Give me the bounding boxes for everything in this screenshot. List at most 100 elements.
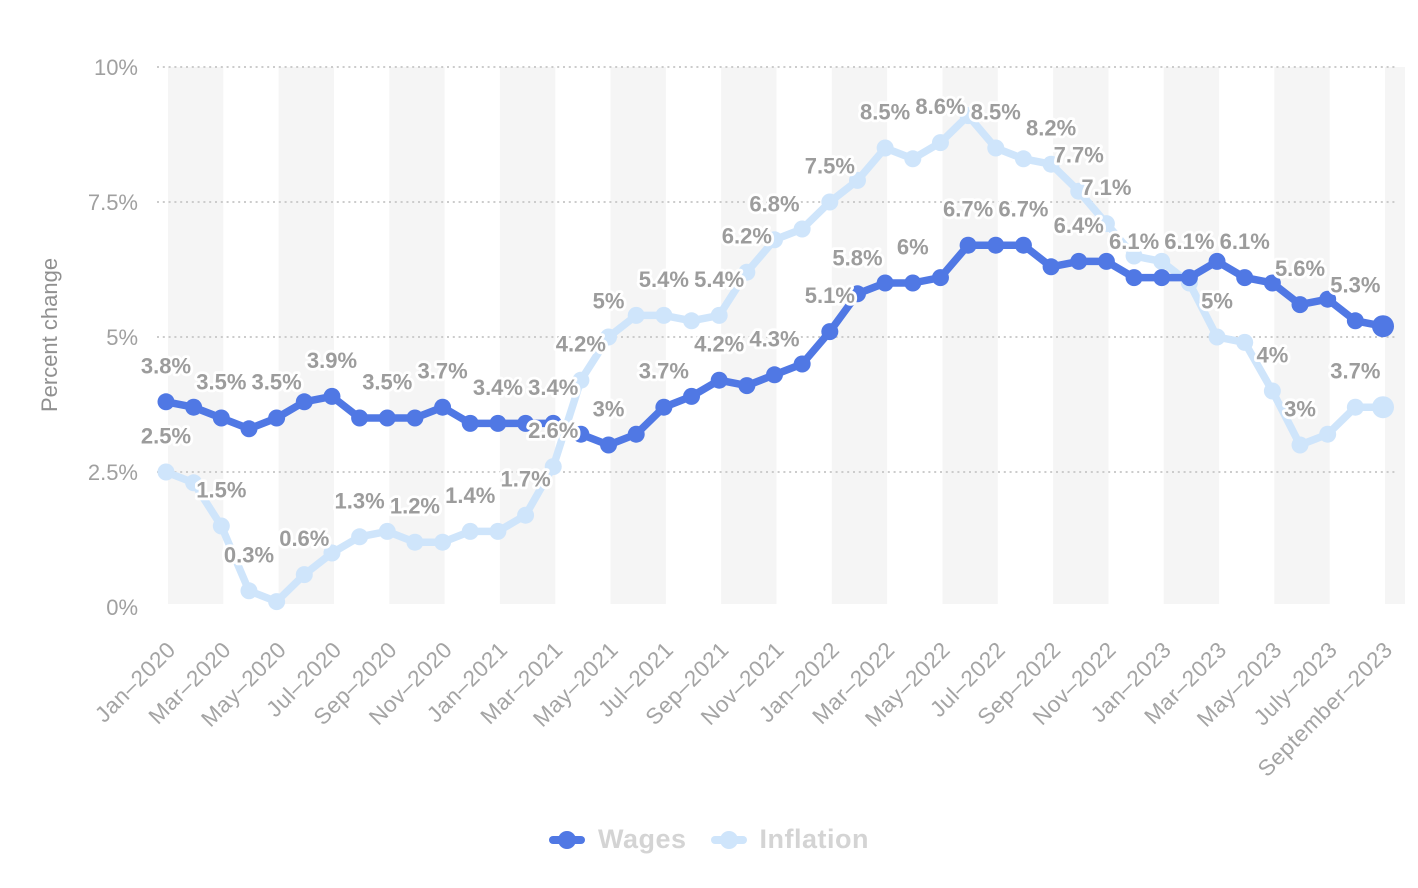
wages-data-point[interactable] <box>821 323 839 341</box>
inflation-data-point[interactable] <box>517 506 535 524</box>
inflation-data-point[interactable] <box>268 593 286 611</box>
inflation-data-point[interactable] <box>240 582 258 600</box>
inflation-data-point[interactable] <box>406 533 424 551</box>
wages-data-point[interactable] <box>1125 269 1143 287</box>
wages-data-point[interactable] <box>1180 269 1198 287</box>
inflation-data-point[interactable] <box>572 371 590 389</box>
inflation-data-point[interactable] <box>1042 155 1060 173</box>
wages-data-point[interactable] <box>185 398 203 416</box>
inflation-data-label: 5% <box>1201 289 1233 314</box>
inflation-data-point[interactable] <box>212 517 230 535</box>
wages-data-point[interactable] <box>268 409 286 427</box>
wages-data-point[interactable] <box>959 236 977 254</box>
inflation-data-point[interactable] <box>1319 425 1337 443</box>
y-axis-title: Percent change <box>37 258 62 412</box>
wages-data-point[interactable] <box>295 393 313 411</box>
inflation-data-point[interactable] <box>351 528 369 546</box>
inflation-data-point[interactable] <box>544 458 562 476</box>
wages-data-point[interactable] <box>766 366 783 384</box>
wages-data-point[interactable] <box>406 409 424 427</box>
wages-data-point[interactable] <box>1097 252 1115 270</box>
inflation-data-point[interactable] <box>1208 328 1226 346</box>
inflation-data-point[interactable] <box>157 463 175 481</box>
wages-data-point[interactable] <box>1153 269 1171 287</box>
inflation-data-point[interactable] <box>766 231 783 249</box>
inflation-data-point[interactable] <box>434 533 452 551</box>
wages-data-point[interactable] <box>1070 252 1088 270</box>
wages-data-point[interactable] <box>489 414 507 432</box>
inflation-data-point[interactable] <box>848 171 866 189</box>
inflation-data-point[interactable] <box>959 107 977 125</box>
wages-data-point[interactable] <box>461 414 479 432</box>
inflation-data-point[interactable] <box>489 522 507 540</box>
wages-data-point[interactable] <box>1014 236 1032 254</box>
wages-data-point[interactable] <box>1208 252 1226 270</box>
inflation-data-point[interactable] <box>1263 382 1281 400</box>
inflation-data-point[interactable] <box>1346 398 1364 416</box>
inflation-data-point[interactable] <box>627 306 645 324</box>
inflation-data-label: 4.2% <box>556 332 606 357</box>
wages-data-point[interactable] <box>351 409 369 427</box>
wages-data-point[interactable] <box>212 409 230 427</box>
inflation-data-point[interactable] <box>1014 150 1032 168</box>
legend-item-wages[interactable]: Wages <box>548 824 687 855</box>
wages-data-label: 6% <box>897 235 929 260</box>
inflation-data-point[interactable] <box>185 474 203 492</box>
inflation-data-point[interactable] <box>931 134 949 152</box>
inflation-data-point[interactable] <box>987 139 1005 157</box>
inflation-data-label: 1.3% <box>335 488 385 513</box>
background-bands <box>168 67 1405 604</box>
wages-data-label: 3.9% <box>307 348 357 373</box>
wages-data-point[interactable] <box>848 285 866 303</box>
wages-data-point[interactable] <box>627 425 645 443</box>
wages-data-point[interactable] <box>683 387 701 405</box>
wages-data-point[interactable] <box>738 377 756 395</box>
wages-data-point[interactable] <box>517 414 535 432</box>
inflation-data-point[interactable] <box>461 522 479 540</box>
wages-data-point[interactable] <box>1372 315 1394 338</box>
wages-data-point[interactable] <box>1236 269 1254 287</box>
wages-data-point[interactable] <box>876 274 894 292</box>
inflation-data-point[interactable] <box>1097 215 1115 233</box>
wages-data-point[interactable] <box>323 387 341 405</box>
inflation-data-point[interactable] <box>1153 252 1171 270</box>
wages-data-point[interactable] <box>931 269 949 287</box>
wages-data-point[interactable] <box>600 436 618 454</box>
wages-data-point[interactable] <box>1263 274 1281 292</box>
inflation-data-point[interactable] <box>1125 247 1143 265</box>
wages-data-point[interactable] <box>1346 312 1364 330</box>
inflation-data-point[interactable] <box>655 306 673 324</box>
inflation-data-point[interactable] <box>821 193 839 211</box>
wages-data-point[interactable] <box>434 398 452 416</box>
inflation-data-point[interactable] <box>295 566 313 584</box>
wages-data-point[interactable] <box>710 371 728 389</box>
inflation-data-point[interactable] <box>904 150 922 168</box>
wages-data-point[interactable] <box>1319 290 1337 308</box>
inflation-data-point[interactable] <box>1291 436 1309 454</box>
wages-data-point[interactable] <box>1042 258 1060 276</box>
wages-data-point[interactable] <box>987 236 1005 254</box>
wages-data-point[interactable] <box>240 420 258 438</box>
inflation-data-point[interactable] <box>1372 396 1394 419</box>
inflation-data-point[interactable] <box>378 522 396 540</box>
inflation-data-point[interactable] <box>600 328 618 346</box>
inflation-data-point[interactable] <box>1070 182 1088 200</box>
inflation-data-point[interactable] <box>323 544 341 562</box>
legend-item-inflation[interactable]: Inflation <box>710 824 869 855</box>
wages-data-point[interactable] <box>1291 296 1309 314</box>
wages-data-point[interactable] <box>572 425 590 443</box>
inflation-data-point[interactable] <box>710 306 728 324</box>
wages-data-point[interactable] <box>655 398 673 416</box>
wages-data-point[interactable] <box>378 409 396 427</box>
wages-data-point[interactable] <box>157 393 175 411</box>
inflation-data-point[interactable] <box>738 263 756 281</box>
wages-data-point[interactable] <box>793 355 811 373</box>
legend-label-inflation: Inflation <box>759 824 869 854</box>
inflation-data-point[interactable] <box>1236 333 1254 351</box>
inflation-data-point[interactable] <box>876 139 894 157</box>
wages-data-point[interactable] <box>904 274 922 292</box>
inflation-data-point[interactable] <box>683 312 701 330</box>
inflation-data-point[interactable] <box>793 220 811 238</box>
wages-data-point[interactable] <box>544 414 562 432</box>
background-band <box>278 67 334 604</box>
